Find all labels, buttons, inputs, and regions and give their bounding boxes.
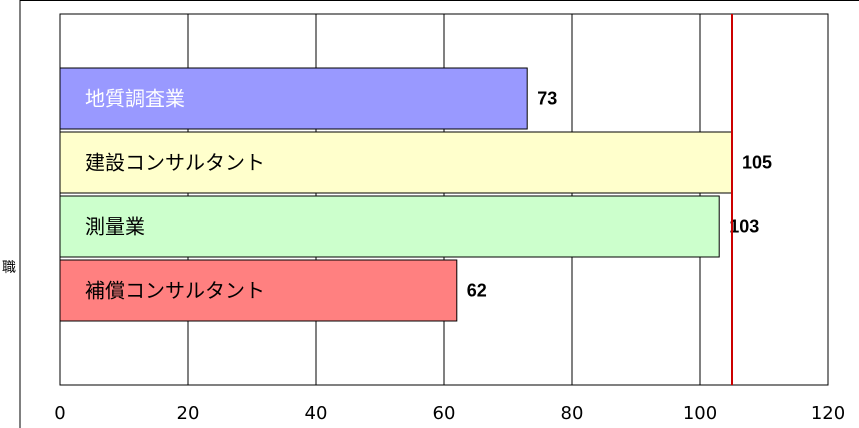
- x-tick-label-120: 120: [811, 403, 845, 424]
- x-tick-label-20: 20: [177, 403, 200, 424]
- value-label-2: 105: [742, 153, 772, 173]
- bar-2: [59, 131, 733, 194]
- x-tick-label-100: 100: [683, 403, 717, 424]
- value-label-4: 62: [467, 281, 487, 301]
- bar-3: [59, 195, 720, 258]
- x-axis-tick-labels: 0 20 40 60 80 100 120: [54, 403, 845, 424]
- x-tick-label-40: 40: [305, 403, 328, 424]
- category-label-3: 測量業: [85, 215, 145, 239]
- bar-4: [59, 259, 458, 322]
- category-label-2: 建設コンサルタント: [85, 151, 265, 175]
- category-label-1: 地質調査業: [85, 87, 185, 111]
- category-label-4: 補償コンサルタント: [85, 279, 265, 303]
- value-label-3: 103: [729, 217, 759, 237]
- x-tick-label-60: 60: [433, 403, 456, 424]
- x-tick-label-0: 0: [54, 403, 65, 424]
- side-label-fragment: 職: [2, 260, 16, 276]
- bars: 地質調査業 73 建設コンサルタント 105 測量業 103 補償コンサルタント 62: [59, 67, 772, 322]
- bar-1: [59, 67, 528, 130]
- x-tick-label-80: 80: [561, 403, 584, 424]
- value-label-1: 73: [537, 89, 557, 109]
